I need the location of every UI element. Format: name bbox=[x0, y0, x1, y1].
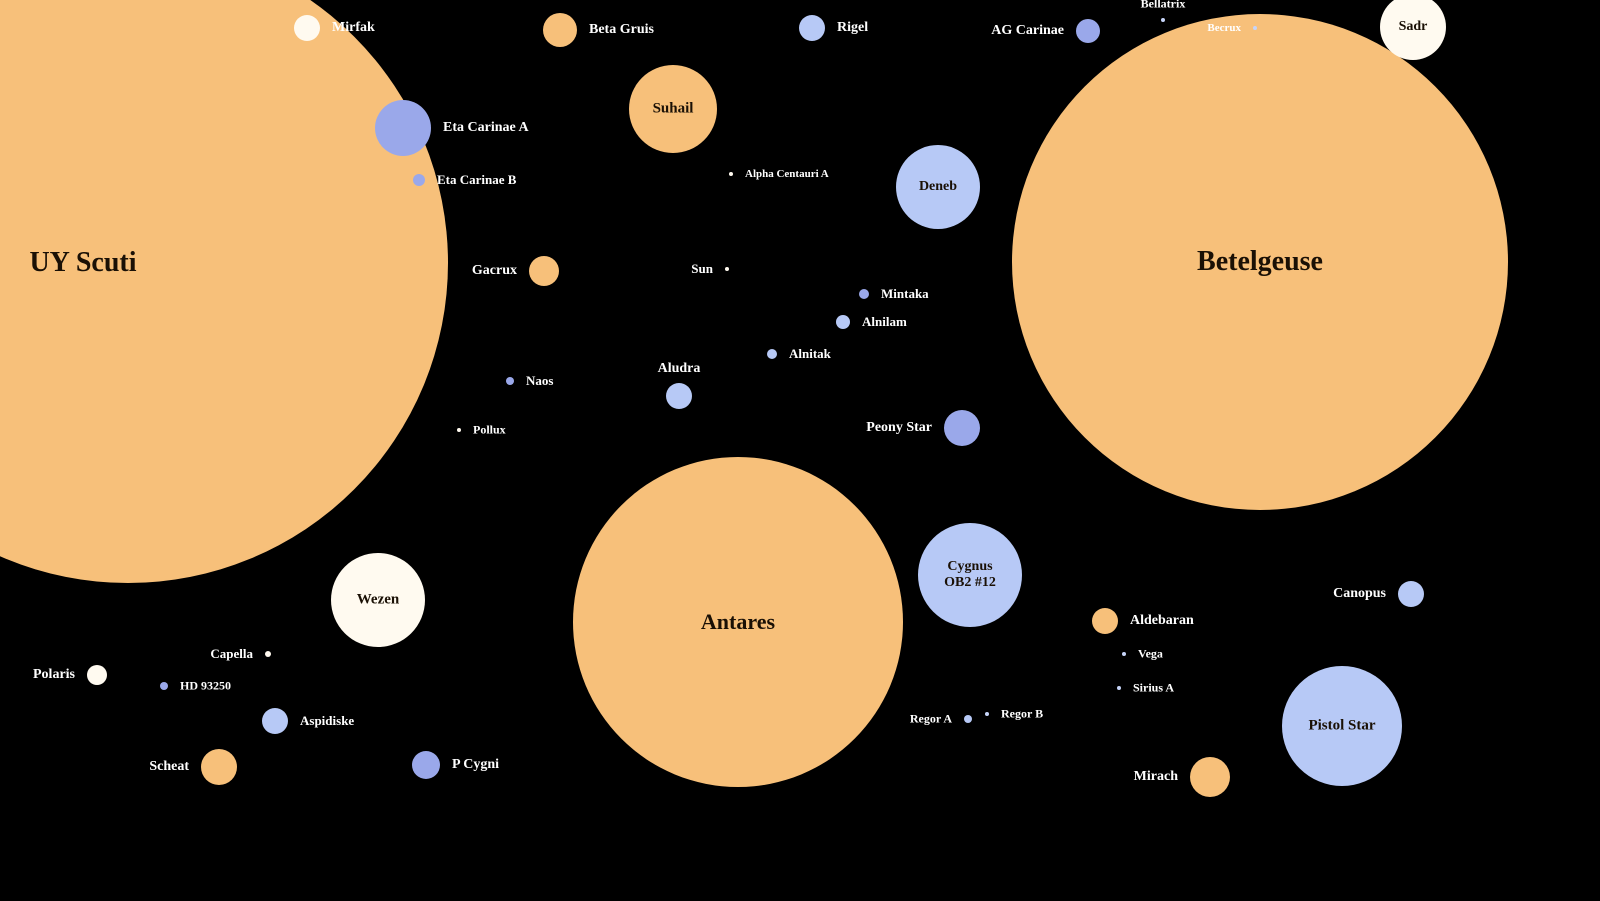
star-aldebaran bbox=[1092, 608, 1118, 634]
star-sun bbox=[725, 267, 729, 271]
star-regor-a bbox=[964, 715, 972, 723]
star-eta-carinae-b bbox=[413, 174, 425, 186]
star-label-wezen: Wezen bbox=[357, 592, 400, 609]
star-alnilam bbox=[836, 315, 850, 329]
star-label-rigel: Rigel bbox=[837, 20, 868, 36]
star-label-becrux: Becrux bbox=[1207, 22, 1241, 34]
star-gacrux bbox=[529, 256, 559, 286]
star-label-regor-b: Regor B bbox=[1001, 707, 1043, 722]
star-label-regor-a: Regor A bbox=[910, 712, 952, 727]
star-label-alnitak: Alnitak bbox=[789, 346, 831, 362]
star-canopus bbox=[1398, 581, 1424, 607]
star-size-diagram: UY Scuti Betelgeuse Antares Cygnus OB2 #12 P… bbox=[0, 0, 1600, 901]
star-label-naos: Naos bbox=[526, 373, 553, 389]
star-naos bbox=[506, 377, 514, 385]
star-ag-carinae bbox=[1076, 19, 1100, 43]
star-beta-gruis bbox=[543, 13, 577, 47]
star-hd-93250 bbox=[160, 682, 168, 690]
star-label-deneb: Deneb bbox=[919, 179, 957, 195]
star-label-mirfak: Mirfak bbox=[332, 20, 375, 36]
star-label-betelgeuse: Betelgeuse bbox=[1197, 246, 1323, 278]
star-vega bbox=[1122, 652, 1126, 656]
star-label-sun: Sun bbox=[691, 261, 713, 277]
star-label-antares: Antares bbox=[701, 609, 775, 635]
star-label-cygnus-ob2-12: Cygnus OB2 #12 bbox=[944, 559, 996, 591]
star-label-sadr: Sadr bbox=[1399, 19, 1428, 35]
star-label-suhail: Suhail bbox=[653, 101, 694, 118]
star-capella bbox=[265, 651, 271, 657]
star-label-p-cygni: P Cygni bbox=[452, 757, 499, 773]
star-p-cygni bbox=[412, 751, 440, 779]
star-sirius-a bbox=[1117, 686, 1121, 690]
star-mirfak bbox=[294, 15, 320, 41]
star-label-pollux: Pollux bbox=[473, 423, 506, 438]
star-label-canopus: Canopus bbox=[1333, 586, 1386, 602]
star-label-aludra: Aludra bbox=[658, 361, 701, 377]
star-label-eta-carinae-a: Eta Carinae A bbox=[443, 120, 529, 136]
star-label-sirius-a: Sirius A bbox=[1133, 681, 1174, 696]
star-label-capella: Capella bbox=[210, 646, 253, 662]
star-label-hd-93250: HD 93250 bbox=[180, 679, 231, 694]
star-polaris bbox=[87, 665, 107, 685]
star-regor-b bbox=[985, 712, 989, 716]
star-label-beta-gruis: Beta Gruis bbox=[589, 22, 654, 38]
star-label-uy-scuti: UY Scuti bbox=[29, 247, 136, 279]
star-aspidiske bbox=[262, 708, 288, 734]
star-becrux bbox=[1253, 26, 1257, 30]
star-label-bellatrix: Bellatrix bbox=[1141, 0, 1186, 12]
star-rigel bbox=[799, 15, 825, 41]
star-label-peony-star: Peony Star bbox=[866, 420, 932, 436]
star-alpha-cen-a bbox=[729, 172, 733, 176]
star-peony-star bbox=[944, 410, 980, 446]
star-eta-carinae-a bbox=[375, 100, 431, 156]
star-mirach bbox=[1190, 757, 1230, 797]
star-label-mintaka: Mintaka bbox=[881, 286, 929, 302]
star-label-polaris: Polaris bbox=[33, 667, 75, 683]
star-bellatrix bbox=[1161, 18, 1165, 22]
star-alnitak bbox=[767, 349, 777, 359]
star-label-vega: Vega bbox=[1138, 647, 1163, 662]
star-mintaka bbox=[859, 289, 869, 299]
star-label-aldebaran: Aldebaran bbox=[1130, 613, 1194, 629]
star-scheat bbox=[201, 749, 237, 785]
star-aludra bbox=[666, 383, 692, 409]
star-label-gacrux: Gacrux bbox=[472, 263, 517, 279]
star-label-mirach: Mirach bbox=[1134, 769, 1178, 785]
star-label-scheat: Scheat bbox=[149, 759, 189, 775]
star-label-ag-carinae: AG Carinae bbox=[991, 23, 1064, 39]
star-label-eta-carinae-b: Eta Carinae B bbox=[437, 172, 516, 188]
star-label-alpha-cen-a: Alpha Centauri A bbox=[745, 168, 829, 180]
star-label-pistol-star: Pistol Star bbox=[1308, 718, 1375, 735]
star-label-alnilam: Alnilam bbox=[862, 314, 907, 330]
star-pollux bbox=[457, 428, 461, 432]
star-uy-scuti bbox=[0, 0, 448, 583]
star-label-aspidiske: Aspidiske bbox=[300, 713, 354, 729]
